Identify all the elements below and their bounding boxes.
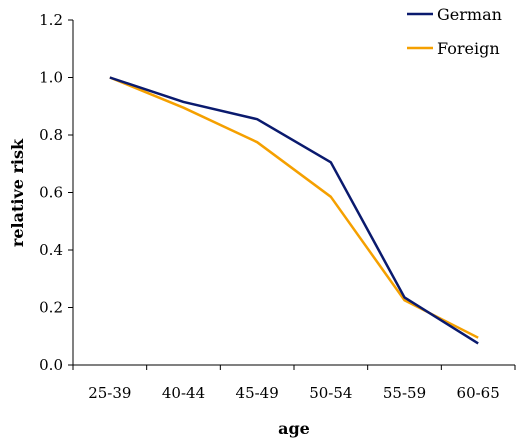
y-axis-title: relative risk xyxy=(8,138,27,247)
x-ticks: 25-39 40-44 45-49 50-54 55-59 60-65 xyxy=(72,365,516,402)
x-tick-label: 40-44 xyxy=(162,384,205,402)
y-tick-label: 0.8 xyxy=(39,126,63,144)
x-tick-label: 25-39 xyxy=(88,384,131,402)
y-tick-label: 1.0 xyxy=(39,69,63,87)
x-tick-label: 45-49 xyxy=(236,384,279,402)
x-tick-label: 55-59 xyxy=(383,384,426,402)
y-tick-label: 0.2 xyxy=(39,299,63,317)
y-tick-label: 0.4 xyxy=(39,241,63,259)
x-axis-title: age xyxy=(278,419,310,438)
axes xyxy=(72,20,515,366)
y-tick-label: 1.2 xyxy=(39,11,63,29)
x-tick-label: 50-54 xyxy=(309,384,352,402)
y-tick-label: 0.6 xyxy=(39,184,63,202)
x-tick-label: 60-65 xyxy=(457,384,500,402)
legend-label-german: German xyxy=(437,5,502,24)
series-lines xyxy=(109,76,479,345)
legend-label-foreign: Foreign xyxy=(437,39,500,58)
y-ticks: 0.0 0.2 0.4 0.6 0.8 1.0 1.2 xyxy=(39,11,73,374)
legend: German Foreign xyxy=(407,5,502,58)
series-line-foreign xyxy=(109,76,479,339)
y-tick-label: 0.0 xyxy=(39,356,63,374)
series-line-german xyxy=(109,76,479,345)
